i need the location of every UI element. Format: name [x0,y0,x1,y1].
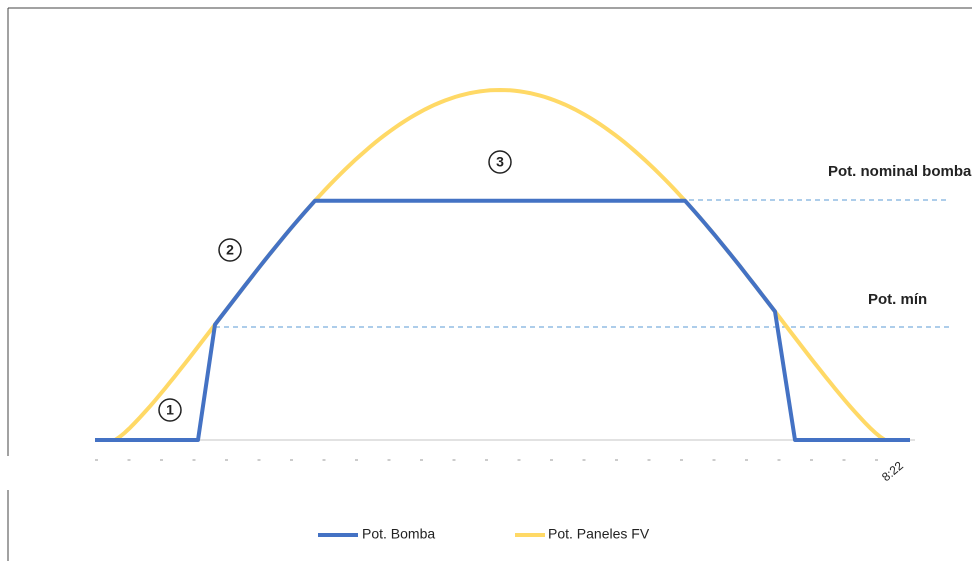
zone-label: 2 [226,242,234,258]
nominal-label: Pot. nominal bomba [828,163,972,180]
zone-label: 3 [496,154,504,170]
min-label: Pot. mín [868,291,927,308]
zone-marker: 3 [488,150,512,174]
legend-label: Pot. Paneles FV [548,526,650,542]
pump-curve [95,198,910,442]
x-tick-label: 8:22 [879,458,906,484]
zone-marker: 2 [218,238,242,262]
zone-label: 1 [166,402,174,418]
legend-label: Pot. Bomba [362,526,435,542]
zone-marker: 1 [158,398,182,422]
